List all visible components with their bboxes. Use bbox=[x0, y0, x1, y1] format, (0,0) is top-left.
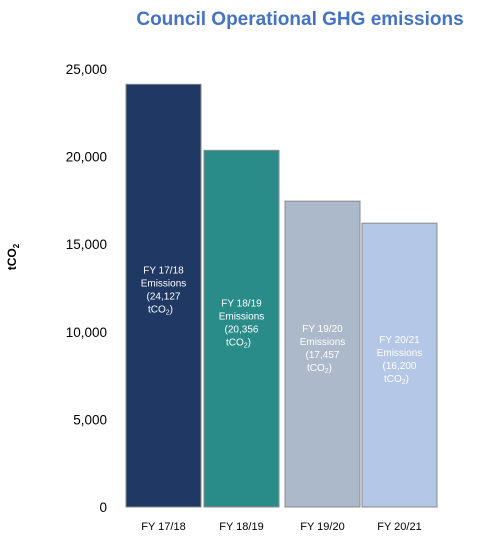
y-tick-label: 5,000 bbox=[73, 412, 107, 427]
y-tick-label: 10,000 bbox=[66, 325, 107, 340]
y-tick-label: 15,000 bbox=[66, 237, 107, 252]
bar-data-label: FY 20/21 Emissions (16,200 tCO2) bbox=[377, 335, 423, 386]
x-tick-label: FY 18/19 bbox=[219, 521, 263, 533]
bars: FY 17/18 Emissions (24,127 tCO2) FY 18/19 Emi… bbox=[125, 83, 438, 508]
y-tick-label: 0 bbox=[99, 500, 107, 515]
y-tick-label: 20,000 bbox=[66, 150, 107, 165]
x-tick-label: FY 19/20 bbox=[300, 521, 344, 533]
y-tick-label: 25,000 bbox=[66, 62, 107, 77]
y-axis-label: tCO2 bbox=[5, 243, 21, 270]
bar bbox=[284, 200, 361, 508]
bar-data-label: FY 19/20 Emissions (17,457 tCO2) bbox=[300, 324, 346, 375]
bar bbox=[125, 83, 202, 508]
bar-data-label: FY 18/19 Emissions (20,356 tCO2) bbox=[219, 299, 265, 350]
x-tick-label: FY 17/18 bbox=[141, 521, 185, 533]
y-axis-ticks: 0 5,000 10,000 15,000 20,000 25,000 bbox=[66, 62, 107, 515]
bar-data-label: FY 17/18 Emissions (24,127 tCO2) bbox=[141, 266, 187, 317]
bar bbox=[203, 149, 280, 508]
x-tick-label: FY 20/21 bbox=[377, 521, 421, 533]
bar bbox=[361, 222, 438, 508]
chart-title: Council Operational GHG emissions bbox=[136, 9, 463, 30]
x-axis-ticks: FY 17/18 FY 18/19 FY 19/20 FY 20/21 bbox=[141, 521, 421, 533]
